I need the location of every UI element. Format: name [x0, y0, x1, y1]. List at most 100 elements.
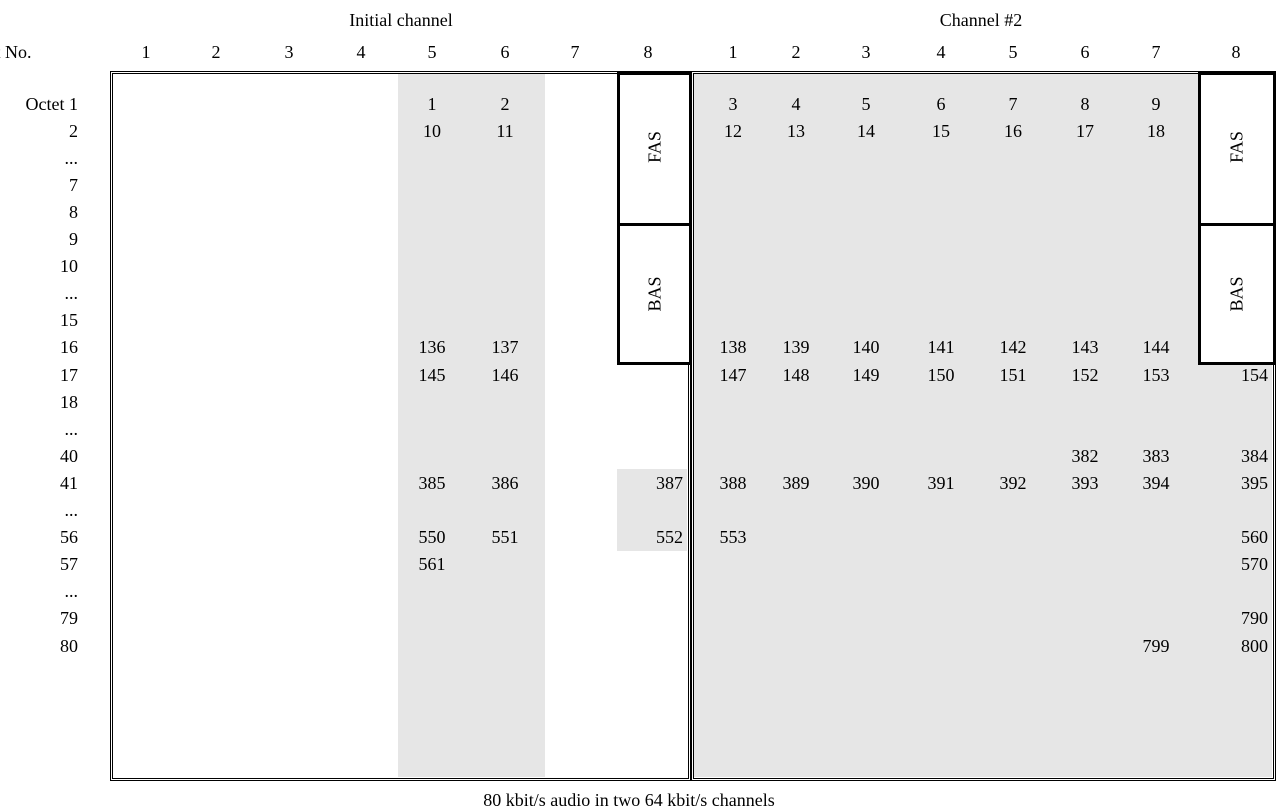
octet-label: 16	[60, 338, 78, 356]
cell-initial-bit6: 386	[492, 474, 519, 492]
initial-channel-frame	[110, 71, 691, 781]
cell-channel-2-bit4: 6	[937, 95, 946, 113]
cell-channel-2-bit1: 12	[724, 122, 742, 140]
octet-label: Octet 1	[26, 95, 78, 113]
cell-channel-2-bit3: 14	[857, 122, 875, 140]
bit-number-initial-5: 5	[428, 43, 437, 61]
group-header-initial: Initial channel	[349, 11, 452, 29]
cell-channel-2-bit5: 392	[1000, 474, 1027, 492]
cell-channel-2-bit5: 142	[1000, 338, 1027, 356]
cell-channel-2-bit1: 147	[720, 366, 747, 384]
cell-channel-2-bit8: 384	[1241, 447, 1268, 465]
cell-channel-2-bit1: 138	[720, 338, 747, 356]
cell-initial-bit6: 551	[492, 528, 519, 546]
bas-label-ch2: BAS	[1227, 276, 1248, 311]
bas-label-initial: BAS	[644, 276, 665, 311]
cell-channel-2-bit8: 395	[1241, 474, 1268, 492]
cell-initial-bit5: 561	[419, 555, 446, 573]
cell-initial-bit5: 145	[419, 366, 446, 384]
cell-channel-2-bit1: 388	[720, 474, 747, 492]
cell-initial-bit5: 550	[419, 528, 446, 546]
cell-initial-bit5: 10	[423, 122, 441, 140]
cell-channel-2-bit7: 383	[1143, 447, 1170, 465]
cell-channel-2-bit4: 150	[928, 366, 955, 384]
cell-initial-bit8: 552	[656, 528, 683, 546]
cell-channel-2-bit6: 393	[1072, 474, 1099, 492]
octet-label: 8	[69, 203, 78, 221]
cell-channel-2-bit7: 153	[1143, 366, 1170, 384]
bit-number-initial-4: 4	[357, 43, 366, 61]
octet-label: 18	[60, 393, 78, 411]
octet-label: 41	[60, 474, 78, 492]
bit-number-initial-8: 8	[644, 43, 653, 61]
channel-2-frame	[691, 71, 1276, 781]
bit-number-channel-2-1: 1	[729, 43, 738, 61]
octet-label: 9	[69, 230, 78, 248]
cell-channel-2-bit1: 553	[720, 528, 747, 546]
table-caption: 80 kbit/s audio in two 64 kbit/s channel…	[483, 791, 774, 809]
cell-channel-2-bit6: 17	[1076, 122, 1094, 140]
cell-initial-bit6: 11	[496, 122, 513, 140]
cell-channel-2-bit1: 3	[729, 95, 738, 113]
cell-channel-2-bit7: 144	[1143, 338, 1170, 356]
octet-label: 15	[60, 311, 78, 329]
cell-channel-2-bit8: 790	[1241, 609, 1268, 627]
cell-channel-2-bit4: 141	[928, 338, 955, 356]
cell-initial-bit5: 136	[419, 338, 446, 356]
group-header-channel-2: Channel #2	[940, 11, 1023, 29]
cell-initial-bit6: 146	[492, 366, 519, 384]
cell-channel-2-bit2: 389	[783, 474, 810, 492]
cell-channel-2-bit3: 140	[853, 338, 880, 356]
cell-channel-2-bit4: 391	[928, 474, 955, 492]
cell-channel-2-bit7: 18	[1147, 122, 1165, 140]
cell-channel-2-bit6: 152	[1072, 366, 1099, 384]
bit-number-channel-2-3: 3	[862, 43, 871, 61]
cell-channel-2-bit8: 800	[1241, 637, 1268, 655]
octet-label: ...	[65, 582, 79, 600]
octet-label: ...	[65, 149, 79, 167]
cell-channel-2-bit2: 148	[783, 366, 810, 384]
cell-channel-2-bit4: 15	[932, 122, 950, 140]
cell-initial-bit5: 1	[428, 95, 437, 113]
octet-label: 40	[60, 447, 78, 465]
bit-number-initial-1: 1	[142, 43, 151, 61]
cell-channel-2-bit2: 4	[792, 95, 801, 113]
cell-channel-2-bit3: 390	[853, 474, 880, 492]
octet-label: ...	[65, 284, 79, 302]
bit-number-initial-3: 3	[285, 43, 294, 61]
fas-label-initial: FAS	[644, 131, 665, 163]
cell-initial-bit6: 137	[492, 338, 519, 356]
octet-label: 79	[60, 609, 78, 627]
cell-channel-2-bit7: 394	[1143, 474, 1170, 492]
cell-channel-2-bit8: 570	[1241, 555, 1268, 573]
bit-number-initial-6: 6	[501, 43, 510, 61]
cell-initial-bit8: 387	[656, 474, 683, 492]
cell-channel-2-bit2: 13	[787, 122, 805, 140]
cell-channel-2-bit3: 149	[853, 366, 880, 384]
cell-channel-2-bit6: 143	[1072, 338, 1099, 356]
octet-label: 2	[69, 122, 78, 140]
bit-number-channel-2-2: 2	[792, 43, 801, 61]
octet-label: 10	[60, 257, 78, 275]
cell-channel-2-bit8: 560	[1241, 528, 1268, 546]
bit-number-channel-2-8: 8	[1232, 43, 1241, 61]
bit-number-channel-2-4: 4	[937, 43, 946, 61]
cell-channel-2-bit8: 154	[1241, 366, 1268, 384]
bit-no-header: Bit No.	[0, 43, 32, 61]
octet-label: 56	[60, 528, 78, 546]
bit-number-initial-2: 2	[212, 43, 221, 61]
fas-label-ch2: FAS	[1227, 131, 1248, 163]
cell-channel-2-bit3: 5	[862, 95, 871, 113]
bit-number-initial-7: 7	[571, 43, 580, 61]
octet-label: 17	[60, 366, 78, 384]
octet-label: 80	[60, 637, 78, 655]
bit-number-channel-2-6: 6	[1081, 43, 1090, 61]
cell-initial-bit6: 2	[501, 95, 510, 113]
octet-label: ...	[65, 420, 79, 438]
cell-channel-2-bit2: 139	[783, 338, 810, 356]
cell-channel-2-bit7: 799	[1143, 637, 1170, 655]
bit-number-channel-2-7: 7	[1152, 43, 1161, 61]
cell-channel-2-bit6: 382	[1072, 447, 1099, 465]
octet-label: 7	[69, 176, 78, 194]
cell-initial-bit5: 385	[419, 474, 446, 492]
